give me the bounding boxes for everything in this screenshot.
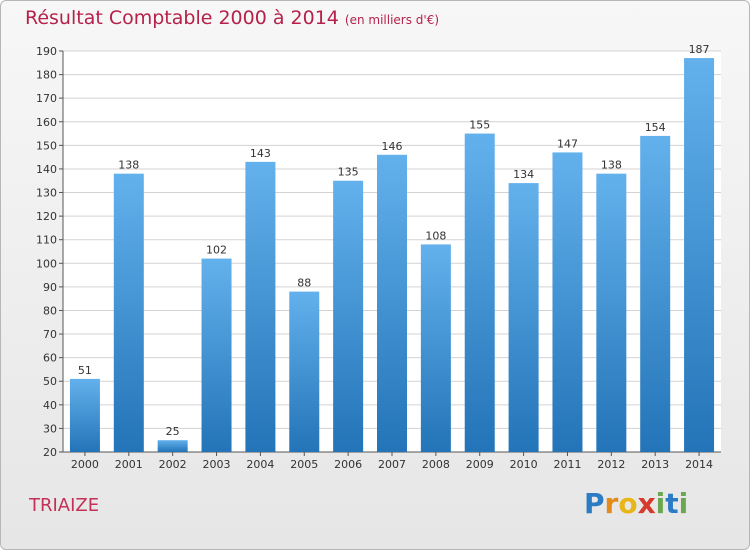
bar <box>245 161 276 453</box>
data-label: 154 <box>645 121 666 134</box>
x-tick-label: 2000 <box>71 458 99 471</box>
bar <box>420 244 451 452</box>
x-tick-label: 2006 <box>334 458 362 471</box>
bar <box>464 133 495 452</box>
data-label: 155 <box>469 119 490 132</box>
proxiti-logo: Proxiti <box>584 487 688 520</box>
bar <box>552 152 583 452</box>
data-label: 88 <box>297 277 311 290</box>
bar <box>333 180 364 452</box>
x-tick-label: 2003 <box>203 458 231 471</box>
x-tick-label: 2007 <box>378 458 406 471</box>
logo-letter: i <box>655 487 666 520</box>
logo-letter: o <box>618 487 638 520</box>
x-tick-label: 2002 <box>159 458 187 471</box>
bar <box>640 135 671 452</box>
data-label: 25 <box>166 425 180 438</box>
data-label: 102 <box>206 244 227 257</box>
bar <box>377 154 407 452</box>
logo-letter: r <box>604 487 619 520</box>
bar <box>684 58 715 452</box>
place-name: TRIAIZE <box>29 495 100 516</box>
data-label: 143 <box>250 147 271 160</box>
y-tick-label: 130 <box>36 187 57 200</box>
y-tick-label: 160 <box>36 116 57 129</box>
x-tick-label: 2014 <box>685 458 713 471</box>
data-label: 147 <box>557 137 578 150</box>
x-tick-label: 2004 <box>246 458 274 471</box>
y-tick-label: 50 <box>43 375 57 388</box>
y-tick-label: 140 <box>36 163 57 176</box>
x-tick-label: 2013 <box>641 458 669 471</box>
y-tick-label: 20 <box>43 446 57 459</box>
data-label: 138 <box>118 159 139 172</box>
chart-title: Résultat Comptable 2000 à 2014 (en millie… <box>25 7 439 29</box>
bar <box>69 378 100 452</box>
y-tick-label: 90 <box>43 281 57 294</box>
bar <box>596 173 627 453</box>
data-label: 146 <box>382 140 403 153</box>
data-label: 134 <box>513 168 534 181</box>
x-tick-label: 2008 <box>422 458 450 471</box>
logo-letter: P <box>584 487 605 520</box>
y-tick-label: 150 <box>36 139 57 152</box>
data-label: 138 <box>601 159 622 172</box>
data-label: 135 <box>338 166 359 179</box>
data-label: 108 <box>425 229 446 242</box>
y-tick-label: 180 <box>36 69 57 82</box>
y-tick-label: 120 <box>36 210 57 223</box>
y-tick-label: 190 <box>36 45 57 58</box>
y-tick-label: 80 <box>43 304 57 317</box>
data-label: 51 <box>78 364 92 377</box>
x-tick-label: 2009 <box>466 458 494 471</box>
y-tick-label: 60 <box>43 352 57 365</box>
x-tick-label: 2012 <box>597 458 625 471</box>
y-tick-label: 40 <box>43 399 57 412</box>
y-tick-label: 100 <box>36 257 57 270</box>
bar <box>157 440 188 452</box>
data-label: 187 <box>689 43 710 56</box>
title-unit: (en milliers d'€) <box>344 13 440 27</box>
bar <box>508 183 539 452</box>
x-tick-label: 2005 <box>290 458 318 471</box>
bar <box>201 258 232 452</box>
title-text: Résultat Comptable 2000 à 2014 <box>25 7 339 29</box>
logo-letter: t <box>665 487 679 520</box>
y-tick-label: 110 <box>36 234 57 247</box>
x-tick-label: 2010 <box>510 458 538 471</box>
bar <box>289 291 320 452</box>
y-tick-label: 30 <box>43 422 57 435</box>
logo-letter: i <box>678 487 689 520</box>
y-tick-label: 70 <box>43 328 57 341</box>
bar <box>113 173 144 453</box>
logo-letter: x <box>637 487 656 520</box>
x-tick-label: 2011 <box>553 458 581 471</box>
y-tick-label: 170 <box>36 92 57 105</box>
x-tick-label: 2001 <box>115 458 143 471</box>
